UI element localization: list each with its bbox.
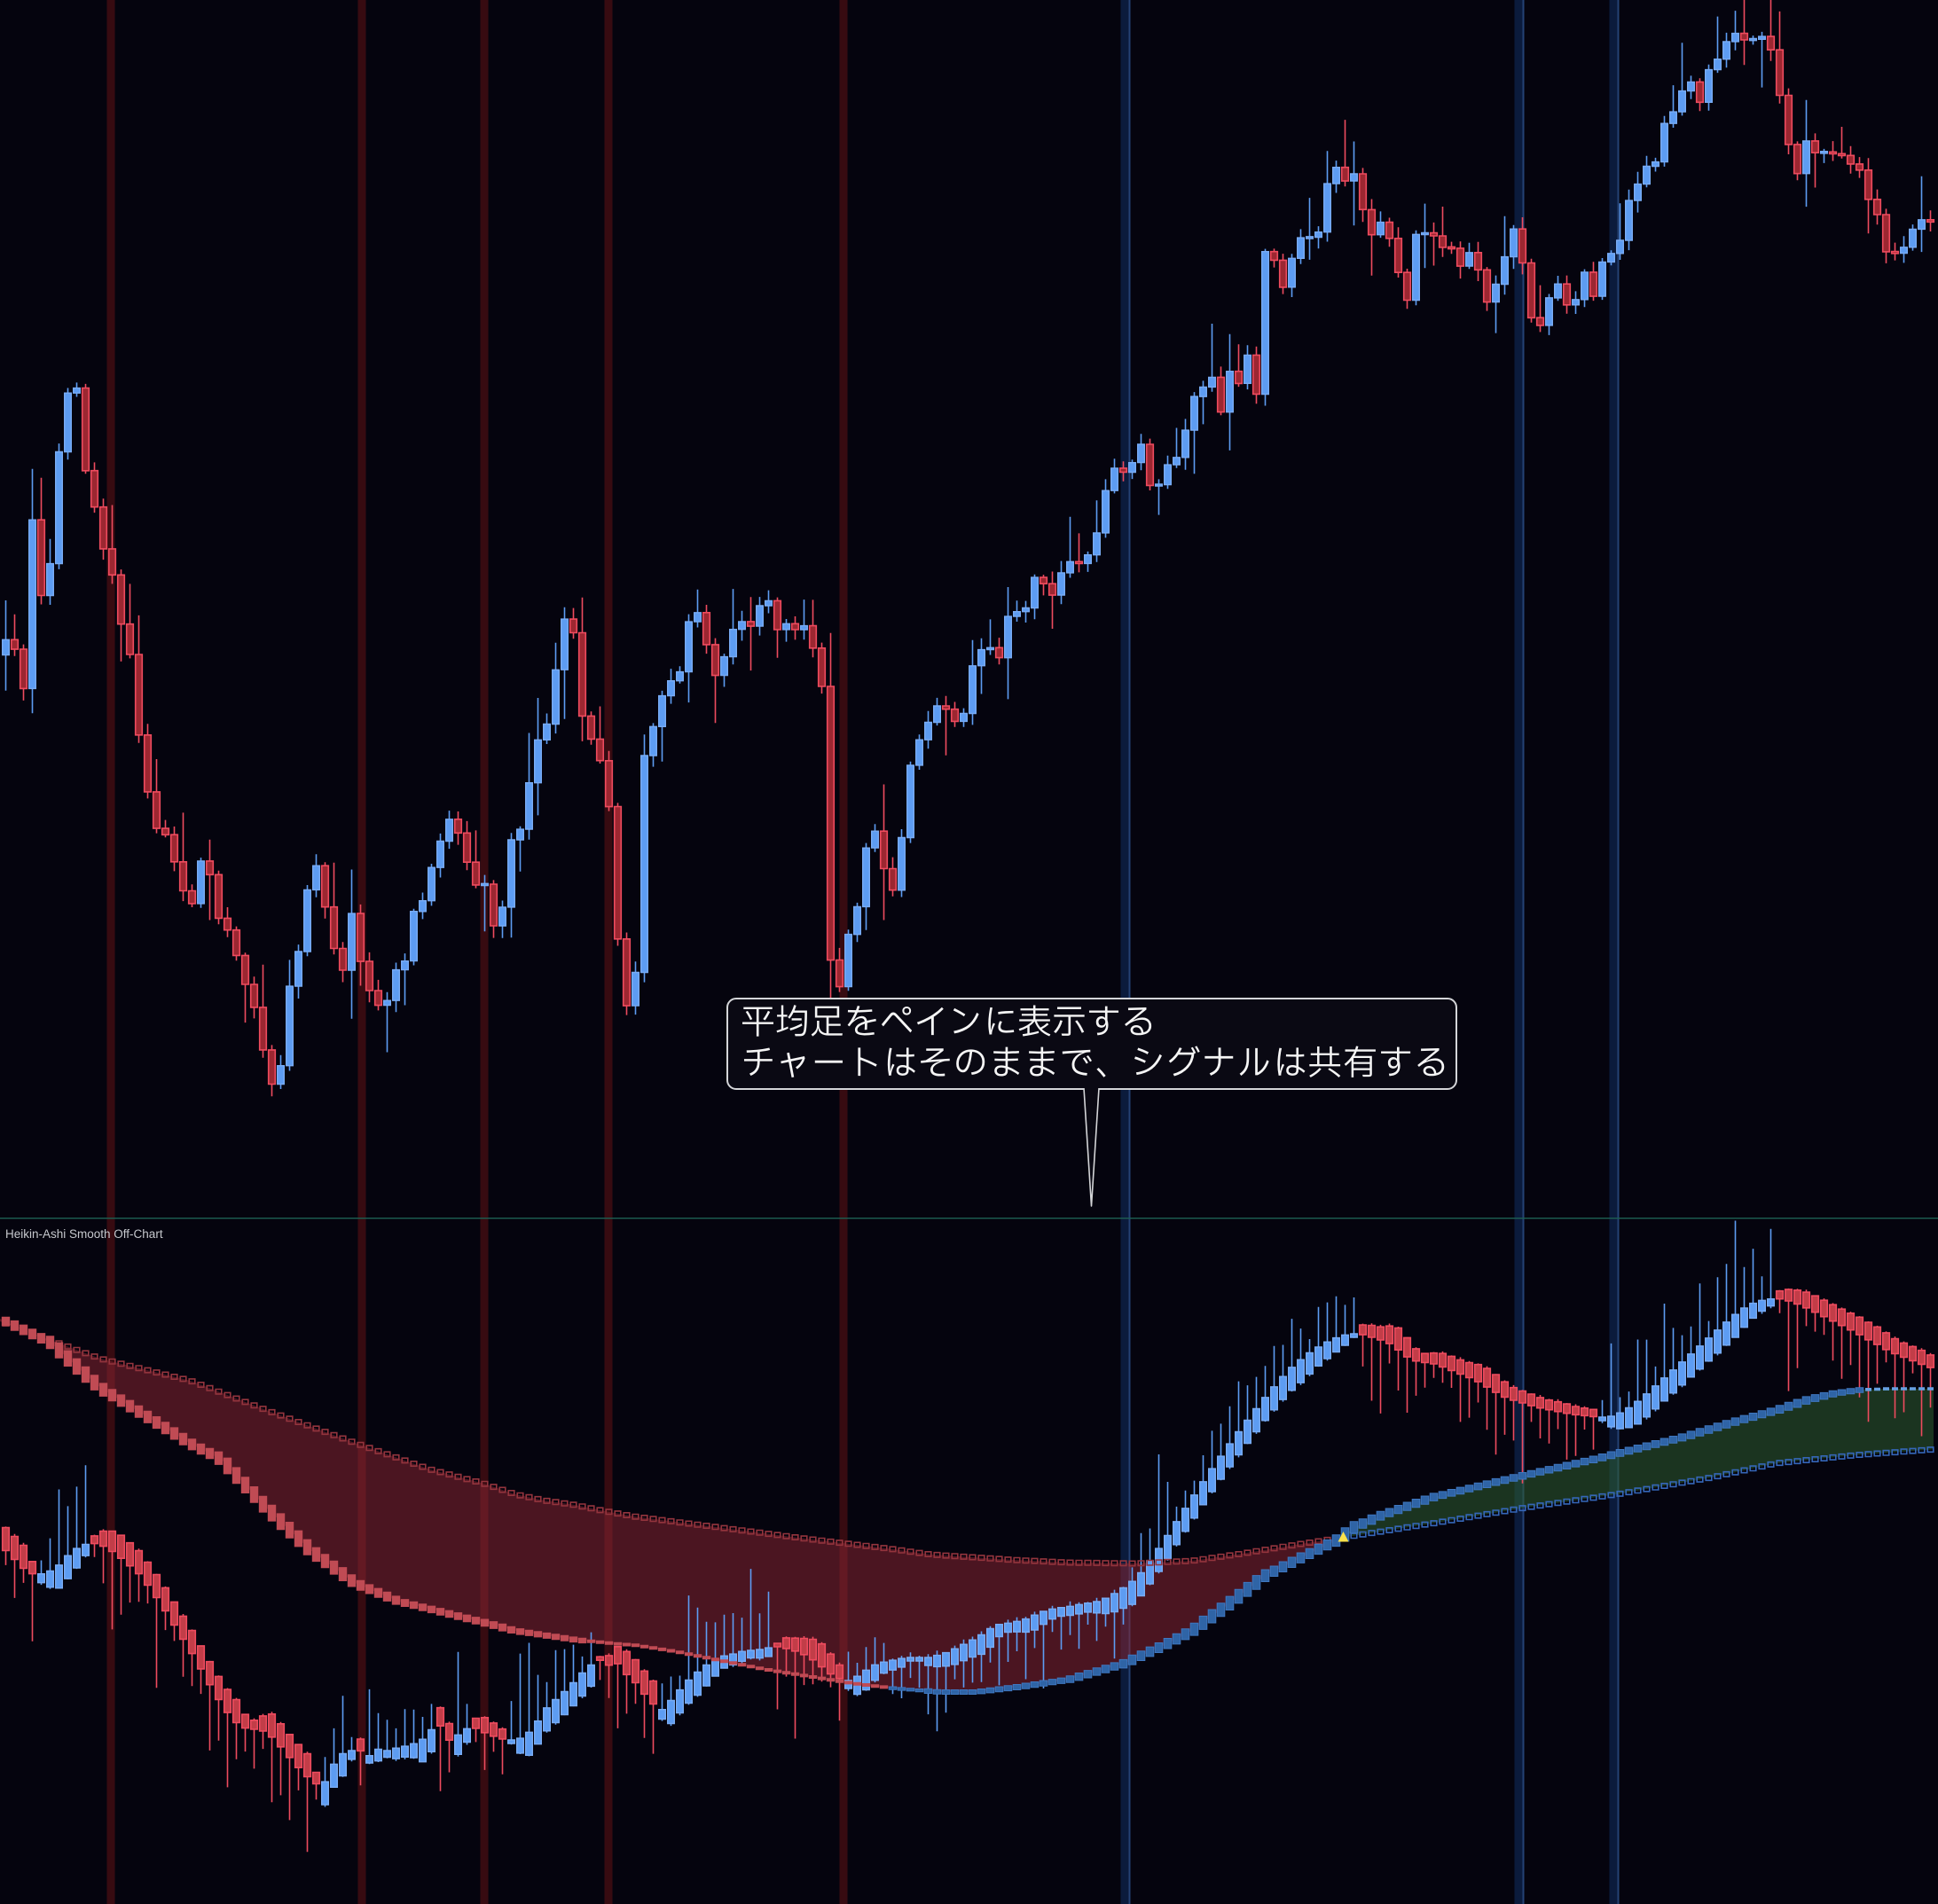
svg-text:Heikin-Ashi Smooth Off-Chart: Heikin-Ashi Smooth Off-Chart <box>5 1227 163 1241</box>
